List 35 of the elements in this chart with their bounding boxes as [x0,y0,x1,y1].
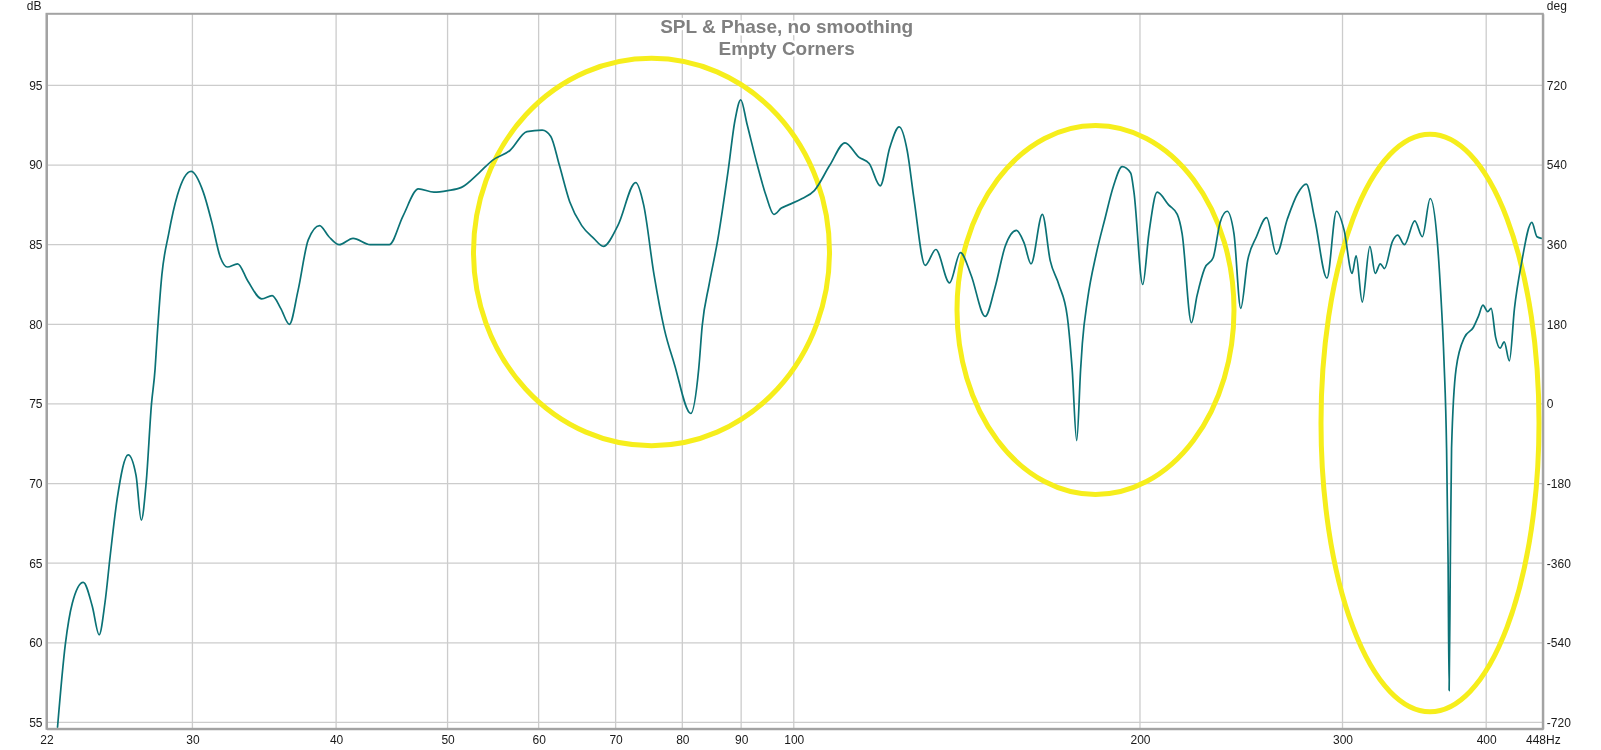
y-tick-label: 55 [29,715,43,730]
y-tick-label: 85 [29,238,43,253]
y-tick-label: 60 [29,636,43,651]
x-tick-label: 60 [532,733,547,748]
y-tick-label: 65 [29,556,43,571]
chart-title: SPL & Phase, no smoothing [660,16,914,37]
y-tick-label: 95 [29,78,43,93]
y2-tick-label: 540 [1546,158,1568,173]
text: Empty Corners [718,38,855,59]
x-tick-label: 70 [609,733,624,748]
y2-tick-label: -720 [1546,715,1572,730]
x-tick-label: 50 [441,733,456,748]
y-tick-label: 80 [29,317,43,332]
x-tick-label: 22 [40,733,54,748]
x-tick-label: 200 [1130,733,1151,748]
y2-tick-label: -540 [1546,636,1572,651]
x-tick-label: 30 [186,733,200,748]
y2-tick-label: 720 [1546,78,1568,93]
y-axis-title: dB [26,0,42,13]
y-tick-label: 70 [29,476,43,491]
y-tick-label: 90 [29,158,43,173]
x-tick-label: 40 [329,733,344,748]
y2-tick-label: 180 [1546,317,1568,332]
x-tick-label: 80 [676,733,690,748]
y-tick-label: 75 [29,397,43,412]
x-tick-label: 90 [734,733,749,748]
x-tick-label: 300 [1332,733,1354,748]
y2-tick-label: -360 [1546,556,1572,571]
y2-tick-label: -180 [1546,477,1572,492]
y2-tick-label: 0 [1546,397,1554,412]
y2-tick-label: 360 [1546,238,1568,253]
y2-axis-title: deg [1546,0,1567,13]
x-tick-label: 400 [1476,733,1498,748]
x-tick-label: 100 [784,733,805,748]
x-tick-label: 448Hz [1525,733,1561,748]
